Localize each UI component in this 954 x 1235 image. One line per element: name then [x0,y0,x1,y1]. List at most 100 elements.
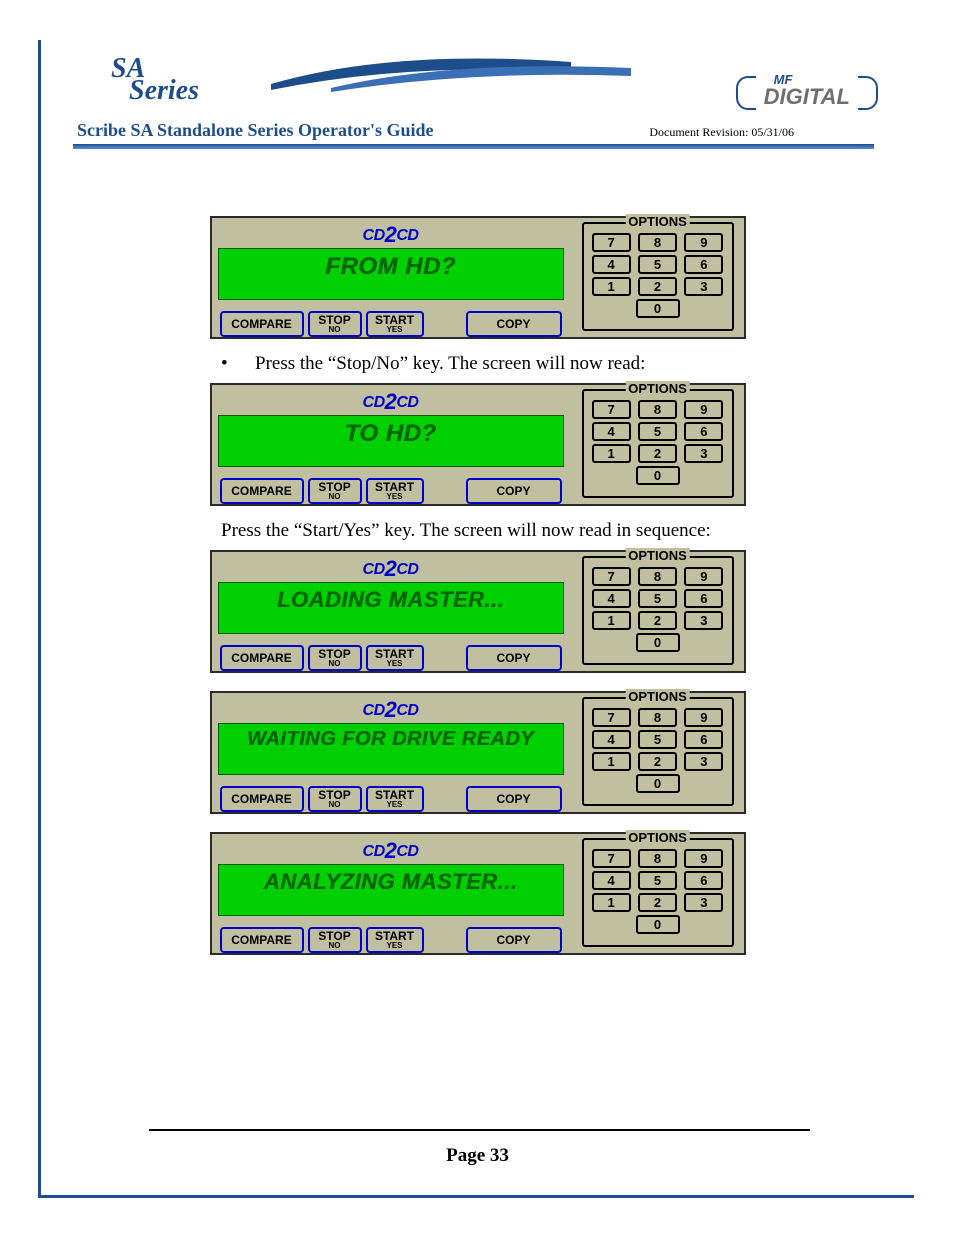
start-yes-button[interactable]: START YES [366,645,424,671]
keypad-key-1[interactable]: 1 [592,611,631,630]
compare-button[interactable]: COMPARE [220,927,304,953]
keypad-key-3[interactable]: 3 [684,611,723,630]
keypad-key-1[interactable]: 1 [592,893,631,912]
keypad-key-9[interactable]: 9 [684,708,723,727]
keypad-key-7[interactable]: 7 [592,708,631,727]
keypad-key-0[interactable]: 0 [636,633,680,652]
keypad-key-1[interactable]: 1 [592,752,631,771]
keypad-key-7[interactable]: 7 [592,567,631,586]
keypad-key-1[interactable]: 1 [592,277,631,296]
keypad-key-4[interactable]: 4 [592,871,631,890]
keypad-key-5[interactable]: 5 [638,589,677,608]
stop-no-button[interactable]: STOP NO [308,927,362,953]
keypad-key-0[interactable]: 0 [636,774,680,793]
lcd-text: WAITING FOR DRIVE READY [247,728,534,751]
copy-button[interactable]: COPY [466,311,562,337]
copy-button[interactable]: COPY [466,786,562,812]
keypad-key-6[interactable]: 6 [684,255,723,274]
keypad-key-2[interactable]: 2 [638,444,677,463]
footer-rule [149,1129,810,1131]
keypad-key-3[interactable]: 3 [684,444,723,463]
keypad-key-0[interactable]: 0 [636,915,680,934]
compare-button[interactable]: COMPARE [220,786,304,812]
cd2cd-logo: CD2CD [218,222,564,248]
keypad-key-7[interactable]: 7 [592,233,631,252]
keypad-key-8[interactable]: 8 [638,708,677,727]
keypad-key-7[interactable]: 7 [592,400,631,419]
keypad-grid: 789 456 123 [584,224,732,299]
keypad-key-9[interactable]: 9 [684,567,723,586]
start-yes-button[interactable]: START YES [366,478,424,504]
keypad-key-5[interactable]: 5 [638,422,677,441]
keypad-key-0[interactable]: 0 [636,299,680,318]
options-keypad: OPTIONS 789456123 0 [582,389,734,498]
keypad-key-4[interactable]: 4 [592,422,631,441]
start-yes-button[interactable]: START YES [366,786,424,812]
stop-no-button[interactable]: STOP NO [308,311,362,337]
keypad-key-2[interactable]: 2 [638,893,677,912]
copy-button[interactable]: COPY [466,478,562,504]
keypad-grid: 789 456 123 [584,391,732,466]
lcd-text: ANALYZING MASTER... [264,869,518,895]
keypad-key-3[interactable]: 3 [684,277,723,296]
doc-revision: Document Revision: 05/31/06 [649,125,794,140]
keypad-key-7[interactable]: 7 [592,849,631,868]
stop-no-button[interactable]: STOP NO [308,478,362,504]
keypad-key-5[interactable]: 5 [638,730,677,749]
keypad-key-5[interactable]: 5 [638,871,677,890]
options-keypad: OPTIONS 789456123 0 [582,838,734,947]
keypad-grid: 789 456 123 [584,699,732,774]
keypad-key-9[interactable]: 9 [684,233,723,252]
compare-button[interactable]: COMPARE [220,645,304,671]
lcd-screen: WAITING FOR DRIVE READY [218,723,564,775]
keypad-key-1[interactable]: 1 [592,444,631,463]
keypad-key-2[interactable]: 2 [638,611,677,630]
keypad-key-4[interactable]: 4 [592,255,631,274]
keypad-key-5[interactable]: 5 [638,255,677,274]
instruction-1: • Press the “Stop/No” key. The screen wi… [221,353,874,375]
keypad-key-3[interactable]: 3 [684,752,723,771]
options-label: OPTIONS [625,689,690,704]
stop-no-button[interactable]: STOP NO [308,786,362,812]
keypad-key-8[interactable]: 8 [638,400,677,419]
options-label: OPTIONS [625,381,690,396]
keypad-key-6[interactable]: 6 [684,730,723,749]
keypad-key-0[interactable]: 0 [636,466,680,485]
swoosh-graphic [271,54,631,92]
options-keypad: OPTIONS 789456123 0 [582,556,734,665]
keypad-key-8[interactable]: 8 [638,849,677,868]
keypad-key-4[interactable]: 4 [592,589,631,608]
compare-button[interactable]: COMPARE [220,311,304,337]
compare-button[interactable]: COMPARE [220,478,304,504]
cd2cd-logo: CD2CD [218,697,564,723]
copy-button[interactable]: COPY [466,927,562,953]
keypad-key-2[interactable]: 2 [638,752,677,771]
device-panel: CD2CD FROM HD? COMPARE STOP NO START YES [210,216,746,339]
lcd-text: LOADING MASTER... [277,587,504,613]
keypad-key-4[interactable]: 4 [592,730,631,749]
keypad-grid: 789 456 123 [584,558,732,633]
page-number: Page 33 [41,1145,914,1167]
keypad-key-8[interactable]: 8 [638,233,677,252]
instruction-1-text: Press the “Stop/No” key. The screen will… [255,353,645,375]
keypad-key-8[interactable]: 8 [638,567,677,586]
keypad-key-6[interactable]: 6 [684,422,723,441]
lcd-screen: TO HD? [218,415,564,467]
bullet-icon: • [221,353,255,375]
keypad-key-6[interactable]: 6 [684,871,723,890]
page-frame: SA Series MF DIGITAL Scribe SA Standalon… [38,40,914,1198]
options-keypad: OPTIONS 789456123 0 [582,222,734,331]
stop-no-button[interactable]: STOP NO [308,645,362,671]
keypad-key-9[interactable]: 9 [684,849,723,868]
device-panel: CD2CD LOADING MASTER... COMPARE STOP NO … [210,550,746,673]
header: SA Series MF DIGITAL Scribe SA Standalon… [41,40,914,150]
keypad-key-3[interactable]: 3 [684,893,723,912]
start-yes-button[interactable]: START YES [366,311,424,337]
keypad-key-6[interactable]: 6 [684,589,723,608]
keypad-key-2[interactable]: 2 [638,277,677,296]
keypad-key-9[interactable]: 9 [684,400,723,419]
copy-button[interactable]: COPY [466,645,562,671]
device-panel: CD2CD TO HD? COMPARE STOP NO START YES C… [210,383,746,506]
lcd-text: FROM HD? [325,253,456,281]
start-yes-button[interactable]: START YES [366,927,424,953]
